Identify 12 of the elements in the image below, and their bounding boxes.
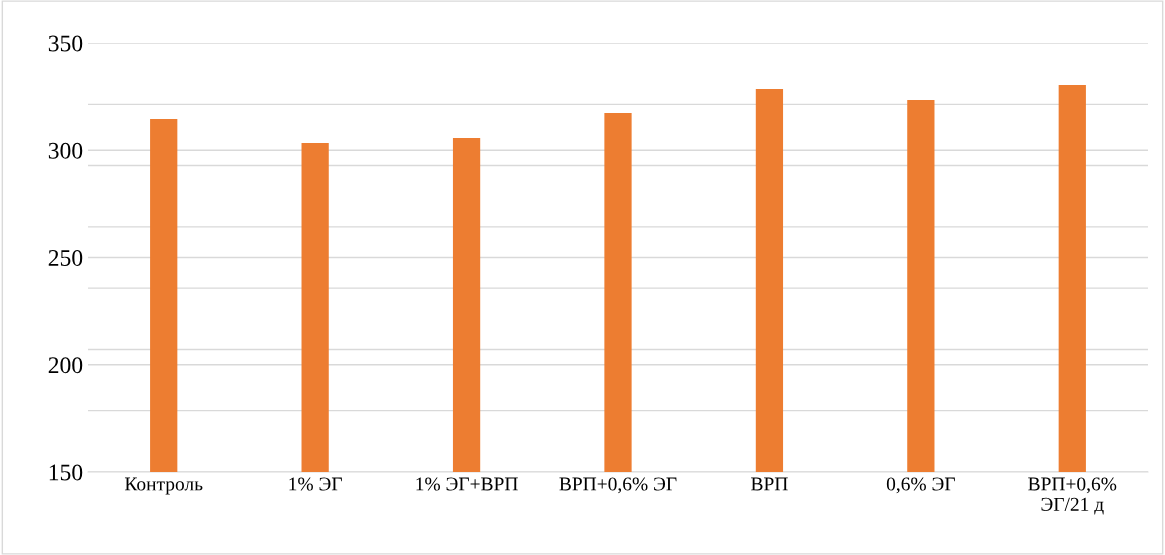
y-tick-label: 250: [48, 249, 83, 266]
y-tick-label: 150: [49, 464, 83, 481]
y-tick-label: 200: [48, 357, 83, 374]
x-tick-label: 1% ЭГ+ВРП: [416, 477, 518, 491]
x-tick-label: ВРП+0,6% ЭГ: [559, 477, 677, 494]
x-tick-label: 1% ЭГ: [289, 477, 342, 491]
y-tick-label: 350: [48, 35, 83, 52]
x-tick-label: 0,6% ЭГ: [886, 477, 955, 494]
y-tick-label: 300: [48, 142, 83, 159]
x-tick-label: ВРП+0,6% ЭГ/21 д: [1028, 477, 1117, 515]
x-tick-label: Контроль: [124, 477, 203, 495]
x-tick-label: ВРП: [751, 477, 788, 491]
